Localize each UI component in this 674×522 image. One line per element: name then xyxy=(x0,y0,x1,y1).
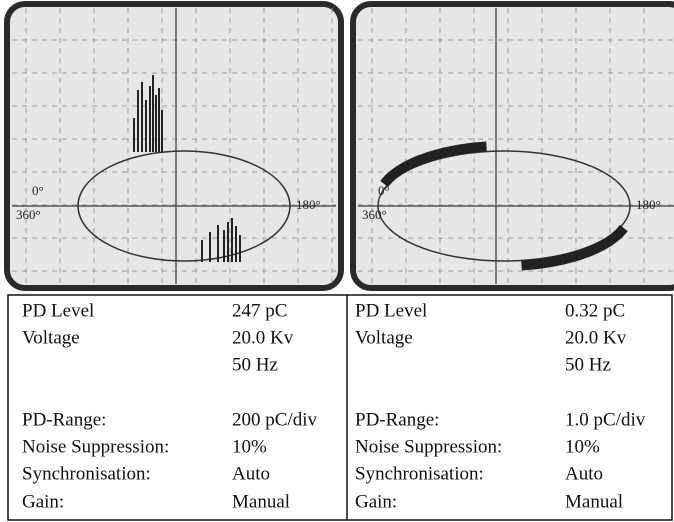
scope: 0°360°180° xyxy=(353,4,674,288)
row-label: PD Level xyxy=(22,300,94,321)
row-value: Auto xyxy=(565,463,603,484)
row-value: 1.0 pC/div xyxy=(565,409,646,430)
row-value: Manual xyxy=(565,491,623,512)
row-value: Auto xyxy=(232,463,270,484)
row-label: Gain: xyxy=(355,491,397,512)
row-label: Synchronisation: xyxy=(22,463,151,484)
row-label: Gain: xyxy=(22,491,64,512)
scope-screen xyxy=(353,4,674,288)
row-label: Voltage xyxy=(22,327,80,348)
row-label: Noise Suppression: xyxy=(22,436,169,457)
row-label: Noise Suppression: xyxy=(355,436,502,457)
row-value: 50 Hz xyxy=(232,354,278,375)
row-value: 50 Hz xyxy=(565,354,611,375)
phase-label: 180° xyxy=(296,197,321,212)
row-value: 0.32 pC xyxy=(565,300,625,321)
scope-screen xyxy=(7,4,341,288)
row-value: 10% xyxy=(565,436,600,457)
row-value: 10% xyxy=(232,436,267,457)
row-label: PD-Range: xyxy=(22,409,106,430)
row-value: 247 pC xyxy=(232,300,287,321)
phase-label: 360° xyxy=(16,207,41,222)
row-label: PD Level xyxy=(355,300,427,321)
row-label: PD-Range: xyxy=(355,409,439,430)
row-value: Manual xyxy=(232,491,290,512)
instrument-screens: 0° 360° 180° PD Level 247 pC Voltage 20.0 Kv 50… xyxy=(0,0,674,522)
phase-label: 360° xyxy=(362,207,387,222)
phase-label: 0° xyxy=(32,183,44,198)
row-value: 200 pC/div xyxy=(232,409,317,430)
phase-label: 180° xyxy=(636,197,661,212)
row-label: Synchronisation: xyxy=(355,463,484,484)
scope: 0° 360° 180° xyxy=(7,4,341,288)
row-label: Voltage xyxy=(355,327,413,348)
row-value: 20.0 Kv xyxy=(232,327,294,348)
row-value: 20.0 Kv xyxy=(565,327,627,348)
